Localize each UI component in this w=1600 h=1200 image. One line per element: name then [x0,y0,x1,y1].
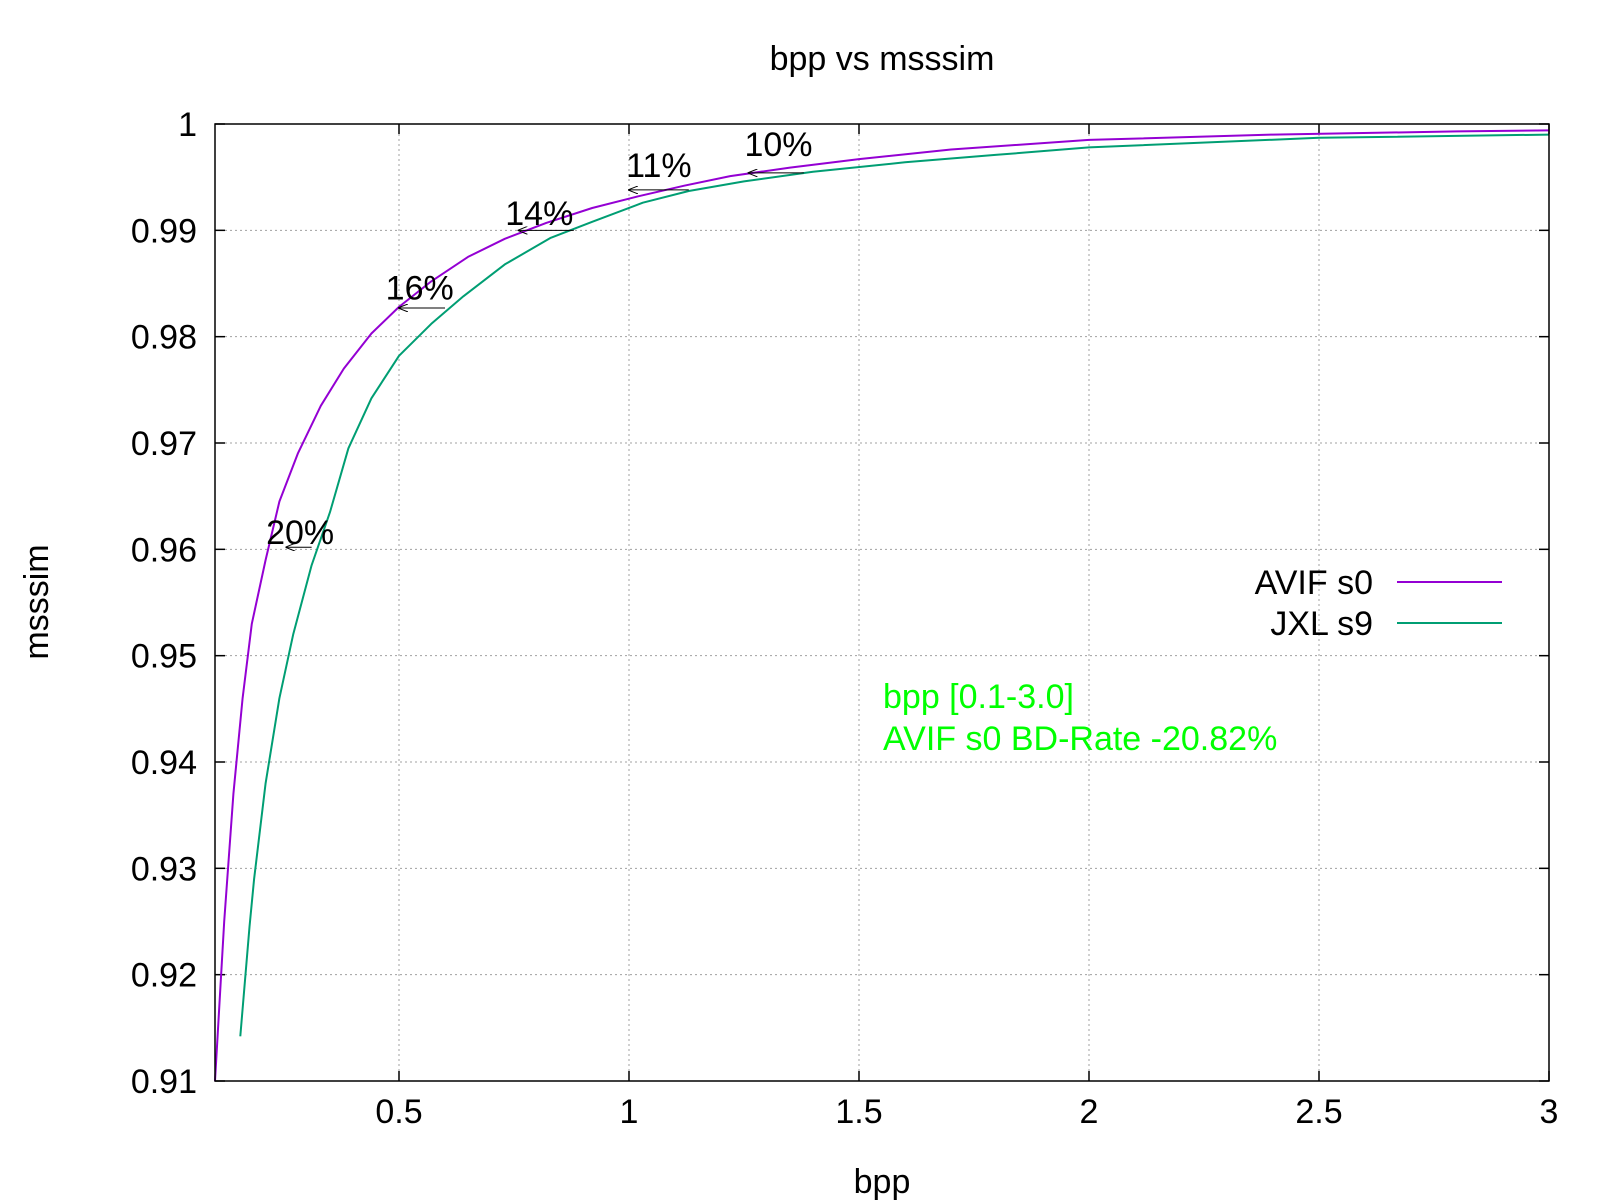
annotation-label: 16% [386,269,454,307]
y-tick-label: 0.91 [131,1063,197,1101]
note-line: bpp [0.1-3.0] [883,678,1074,716]
x-tick-label: 2.5 [1295,1093,1342,1131]
annotation-label: 14% [505,195,573,233]
y-tick-label: 0.92 [131,957,197,995]
y-tick-label: 0.99 [131,212,197,250]
y-axis-label: msssim [18,544,56,659]
legend-label: JXL s9 [1270,605,1373,643]
annotations: 20% 16% 14% 11% 10% [266,126,812,552]
x-tick-label: 1 [620,1093,639,1131]
annotation-label: 20% [266,514,334,552]
y-tick-label: 0.94 [131,744,197,782]
x-tick-label: 3 [1540,1093,1559,1131]
series-lines [214,129,1550,1082]
legend-label: AVIF s0 [1255,564,1373,602]
y-tick-label: 0.93 [131,850,197,888]
note-line: AVIF s0 BD-Rate -20.82% [883,720,1277,758]
y-axis-ticks: 0.91 0.92 0.93 0.94 0.95 0.96 0.97 0.98 0.99 1 [131,106,1549,1101]
x-tick-label: 1.5 [835,1093,882,1131]
y-tick-label: 0.98 [131,319,197,357]
y-tick-label: 0.97 [131,425,197,463]
bd-rate-note: bpp [0.1-3.0] AVIF s0 BD-Rate -20.82% [883,678,1277,758]
x-axis-ticks: 0.5 1 1.5 2 2.5 3 [375,124,1558,1131]
x-axis-label: bpp [854,1163,911,1200]
annotation-label: 11% [626,147,692,185]
annotation-label: 10% [744,126,812,164]
plot-frame [214,123,1550,1082]
series-line-2 [239,133,1550,1037]
y-tick-label: 0.96 [131,531,197,569]
y-tick-label: 1 [178,106,197,144]
chart-title: bpp vs msssim [770,40,995,78]
grid [215,123,1550,1082]
x-tick-label: 2 [1080,1093,1099,1131]
y-tick-label: 0.95 [131,638,197,676]
x-tick-label: 0.5 [375,1093,422,1131]
series-line-1 [214,129,1550,1082]
